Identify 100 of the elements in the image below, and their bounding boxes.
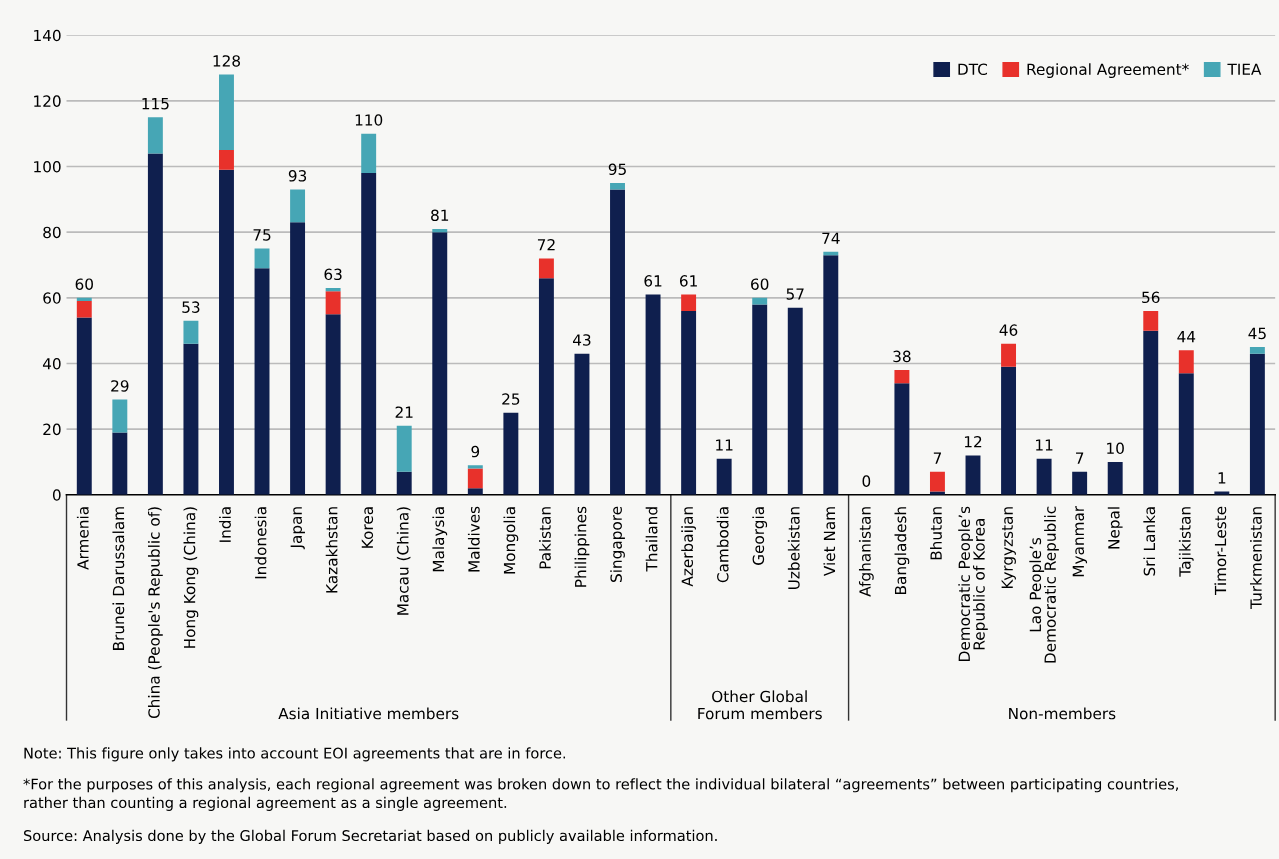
x-tick-label: Afghanistan — [858, 507, 874, 597]
x-tick-label: Armenia — [76, 507, 89, 570]
x-tick-label: China (People's Republic of) — [147, 507, 163, 719]
x-tick-label: Kyrgyzstan — [1001, 507, 1016, 589]
x-tick-label: Macau (China) — [396, 507, 411, 615]
total-label: 38 — [893, 350, 911, 363]
bar — [965, 455, 981, 495]
bar — [112, 399, 128, 433]
total-label: 44 — [1177, 331, 1196, 343]
total-label: 93 — [288, 170, 307, 182]
bar — [1249, 347, 1265, 354]
legend-label: Regional Agreement* — [1027, 63, 1189, 78]
total-label: 63 — [324, 268, 342, 281]
x-tick-label: Bhutan — [930, 507, 942, 560]
total-label: 60 — [751, 278, 769, 290]
bar — [1143, 310, 1159, 331]
bar — [894, 370, 910, 384]
bar — [467, 488, 483, 495]
bar — [538, 258, 554, 279]
bar — [823, 255, 839, 495]
bar — [396, 425, 412, 472]
text: Other Global Forum members — [698, 690, 822, 720]
total-label: 12 — [964, 435, 982, 448]
x-tick-label: Lao People’s Democratic Republic — [1029, 506, 1059, 663]
total-label: 21 — [395, 406, 413, 418]
bar — [752, 304, 768, 495]
bar — [752, 297, 768, 305]
bar — [610, 182, 625, 190]
x-tick-label: Democratic People’s Republic of Korea — [958, 506, 988, 661]
total-label: 10 — [1107, 442, 1124, 455]
text: Non-members — [1009, 707, 1116, 720]
bar — [467, 465, 483, 469]
x-tick-label: Azerbaijan — [681, 507, 696, 587]
bar — [361, 173, 377, 495]
x-tick-label: Cambodia — [716, 507, 729, 583]
total-label: 57 — [786, 288, 804, 300]
total-label: 110 — [355, 114, 383, 126]
x-tick-label: Tajikistan — [1178, 507, 1194, 577]
bar — [681, 294, 697, 311]
total-label: 72 — [537, 239, 555, 251]
bar — [76, 297, 92, 302]
bar — [1107, 461, 1123, 495]
text: Note: This figure only takes into account EOI agreements that are in force. — [24, 747, 566, 762]
x-tick-label: Viet Nam — [823, 507, 836, 577]
x-tick-label: Thailand — [645, 507, 658, 572]
total-label: 60 — [75, 278, 93, 290]
bar — [503, 412, 519, 495]
bar — [325, 287, 341, 292]
y-tick-label: 80 — [43, 226, 61, 239]
bar — [432, 228, 448, 233]
total-label: 81 — [431, 209, 449, 222]
bar — [716, 458, 732, 495]
x-tick-label: Philippines — [574, 506, 590, 587]
bar — [574, 353, 590, 495]
x-tick-label: Mongolia — [503, 507, 519, 574]
x-tick-label: Kazakhstan — [325, 507, 338, 593]
total-label: 56 — [1142, 291, 1160, 304]
total-label: 1 — [1218, 472, 1226, 484]
x-tick-label: Maldives — [467, 506, 480, 572]
y-tick-label: 20 — [43, 423, 61, 436]
bar — [929, 471, 945, 492]
x-tick-label: Korea — [361, 507, 374, 548]
bar — [1143, 330, 1159, 495]
total-label: 43 — [572, 334, 591, 346]
total-label: 25 — [502, 393, 520, 405]
total-label: 61 — [679, 275, 697, 287]
total-label: 11 — [716, 439, 733, 451]
bar — [396, 471, 412, 495]
bar — [1178, 350, 1194, 374]
bar — [325, 314, 341, 495]
legend-label: DTC — [958, 63, 988, 76]
bar — [290, 189, 306, 223]
text: Asia Initiative members — [278, 707, 459, 720]
total-label: 0 — [862, 475, 871, 487]
y-tick-label: 60 — [43, 292, 61, 304]
bar — [1001, 343, 1017, 367]
total-label: 75 — [253, 229, 271, 241]
bar — [254, 268, 270, 495]
x-tick-label: Georgia — [752, 507, 768, 565]
bar — [823, 251, 839, 256]
bar — [538, 278, 554, 495]
y-tick-label: 0 — [52, 489, 61, 501]
x-tick-label: Indonesia — [254, 507, 267, 579]
text: *For the purposes of this analysis, each regional agreement was broken down to reflect the individual bilateral “agreements” between participating countries, rather than counting a regional agreement as a single agreement. — [23, 778, 1178, 811]
x-tick-label: Japan — [290, 507, 305, 550]
bar — [219, 150, 234, 170]
y-tick-label: 140 — [34, 29, 61, 42]
bar — [1001, 366, 1017, 495]
bar — [432, 232, 448, 495]
total-label: 74 — [822, 232, 840, 244]
bar — [76, 317, 92, 495]
bar — [1178, 373, 1194, 495]
bar — [610, 189, 625, 495]
y-tick-label: 120 — [34, 95, 61, 107]
bar — [467, 468, 483, 489]
bar — [219, 169, 234, 495]
bar — [183, 343, 199, 495]
legend-label: TIEA — [1227, 63, 1262, 75]
x-tick-label: Brunei Darussalam — [112, 507, 125, 650]
bar — [681, 310, 697, 495]
